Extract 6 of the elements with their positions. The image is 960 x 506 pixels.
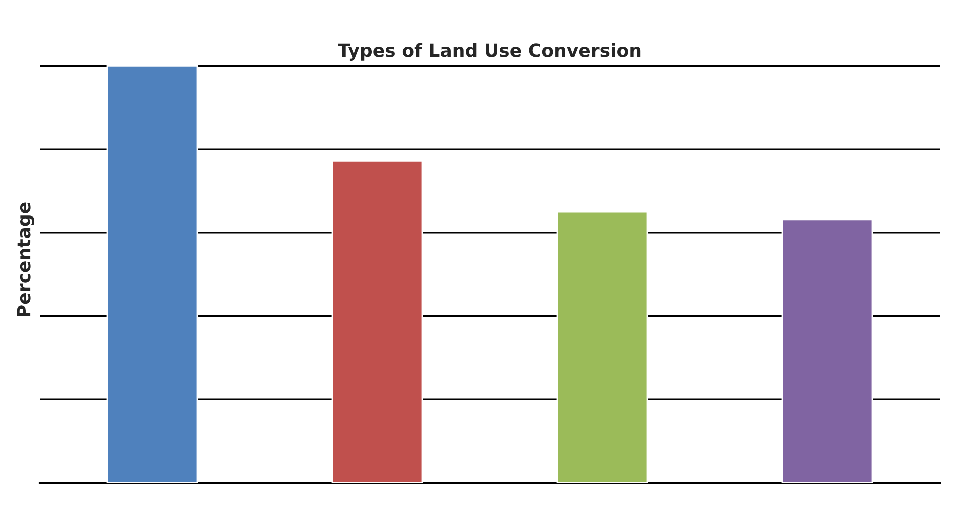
chart-title: Types of Land Use Conversion: [338, 43, 641, 61]
bar: [106, 65, 198, 483]
bar: [782, 219, 874, 483]
bar: [332, 160, 424, 483]
bar: [556, 211, 648, 483]
y-axis-title: Percentage: [17, 202, 34, 316]
